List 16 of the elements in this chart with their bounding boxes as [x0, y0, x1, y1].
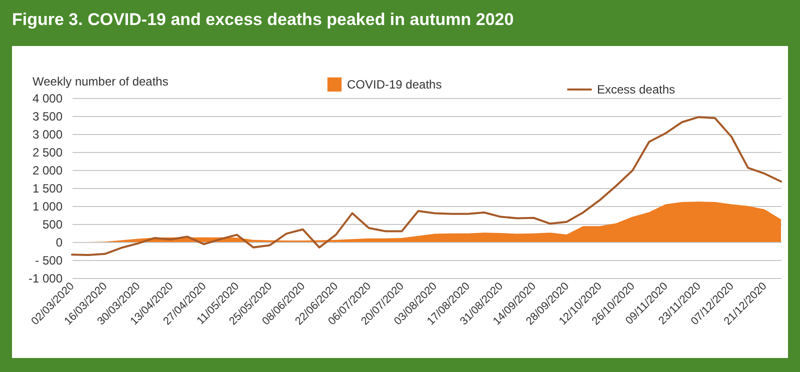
line-series: [71, 116, 782, 256]
y-tick-label: 0: [56, 236, 63, 250]
y-tick-label: 500: [42, 218, 63, 232]
chart-title: Figure 3. COVID-19 and excess deaths peaked in autumn 2020: [12, 10, 514, 30]
y-tick-label: 2 500: [32, 146, 63, 160]
y-axis-title: Weekly number of deaths: [32, 74, 168, 88]
y-tick-label: 1 000: [32, 200, 63, 214]
y-tick-label: 1 500: [32, 182, 63, 196]
y-tick-label: 4 000: [32, 92, 63, 106]
y-tick-label: 3 000: [32, 128, 63, 142]
legend-label: Excess deaths: [597, 82, 676, 96]
y-tick-label: - 500: [35, 254, 63, 268]
y-tick-label: -1 000: [28, 272, 63, 286]
y-tick-label: 2 000: [32, 164, 63, 178]
y-tick-label: 3 500: [32, 110, 63, 124]
legend-label: COVID-19 deaths: [347, 78, 442, 92]
